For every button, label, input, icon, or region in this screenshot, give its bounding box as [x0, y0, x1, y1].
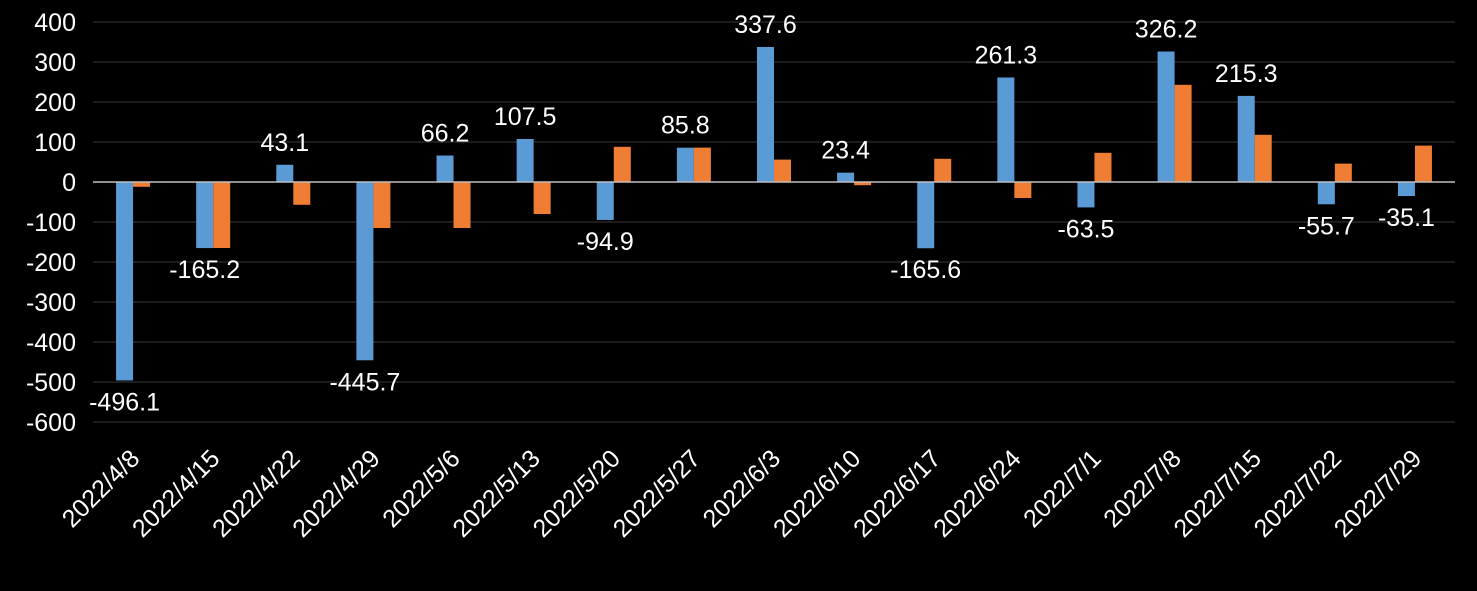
bar-series-2 — [1014, 182, 1032, 198]
y-tick-label: 100 — [34, 129, 76, 157]
data-label: -496.1 — [89, 388, 160, 416]
y-tick-label: -500 — [26, 369, 76, 397]
x-tick-label: 2022/7/15 — [1169, 444, 1267, 542]
bar-series-1 — [596, 182, 614, 220]
bar-series-2 — [133, 182, 151, 187]
bar-series-2 — [613, 146, 631, 182]
data-label: 337.6 — [734, 11, 797, 39]
bar-series-2 — [373, 182, 391, 228]
data-label: -94.9 — [577, 228, 634, 256]
bar-series-2 — [854, 182, 872, 186]
bar-series-1 — [116, 182, 134, 381]
x-tick-label: 2022/7/22 — [1249, 444, 1347, 542]
bar-series-2 — [1174, 84, 1192, 182]
bar-series-1 — [276, 164, 294, 182]
y-tick-label: 400 — [34, 9, 76, 37]
y-tick-label: -200 — [26, 249, 76, 277]
bar-series-1 — [196, 182, 214, 249]
data-label: 66.2 — [421, 120, 470, 148]
data-label: 261.3 — [975, 41, 1038, 69]
bar-series-2 — [934, 158, 952, 182]
data-label: -445.7 — [329, 368, 400, 396]
bar-series-1 — [917, 182, 935, 249]
data-label: -165.2 — [169, 256, 240, 284]
y-tick-label: 200 — [34, 89, 76, 117]
bar-series-1 — [676, 147, 694, 182]
data-label: -165.6 — [890, 256, 961, 284]
bar-series-2 — [453, 182, 471, 228]
x-tick-label: 2022/4/22 — [207, 444, 305, 542]
bar-series-2 — [533, 182, 551, 214]
bar-series-1 — [757, 46, 774, 183]
bar-series-1 — [1397, 182, 1415, 197]
bar-series-1 — [356, 182, 374, 361]
data-label: -63.5 — [1057, 215, 1114, 243]
x-tick-label: 2022/5/27 — [608, 444, 706, 542]
bars — [116, 46, 1432, 381]
y-axis: 400 300 200 100 0 -100 -200 -300 -400 -500 -600 — [26, 9, 76, 437]
data-labels: -496.1 -165.2 43.1 -445.7 66.2 107.5 -94.9 85.8… — [89, 11, 1435, 416]
y-tick-label: -600 — [26, 409, 76, 437]
x-axis: 2022/4/82022/4/152022/4/222022/4/292022/… — [57, 444, 1428, 543]
x-tick-label: 2022/5/13 — [447, 444, 545, 542]
data-label: -35.1 — [1378, 204, 1435, 232]
bar-series-1 — [1157, 51, 1175, 182]
data-label: -55.7 — [1298, 212, 1355, 240]
bar-series-1 — [837, 172, 855, 182]
bar-series-1 — [436, 155, 454, 182]
data-label: 43.1 — [260, 129, 309, 157]
bar-series-2 — [693, 147, 711, 182]
bar-series-2 — [1254, 134, 1272, 182]
bar-series-1 — [1077, 182, 1095, 208]
x-tick-label: 2022/6/24 — [928, 444, 1027, 543]
y-tick-label: 0 — [62, 169, 76, 197]
bar-series-2 — [213, 182, 231, 248]
bar-series-2 — [293, 182, 311, 205]
data-label: 107.5 — [494, 103, 557, 131]
y-tick-label: 300 — [34, 49, 76, 77]
y-tick-label: -400 — [26, 329, 76, 357]
x-tick-label: 2022/5/20 — [528, 444, 626, 542]
x-tick-label: 2022/7/1 — [1018, 444, 1107, 533]
data-label: 23.4 — [821, 137, 870, 165]
bar-series-1 — [516, 139, 534, 182]
bar-series-2 — [1414, 145, 1432, 182]
y-tick-label: -100 — [26, 209, 76, 237]
data-label: 326.2 — [1135, 16, 1198, 44]
bar-series-1 — [1317, 182, 1335, 205]
x-tick-label: 2022/4/29 — [287, 444, 385, 542]
bar-series-1 — [997, 77, 1015, 182]
data-label: 215.3 — [1215, 60, 1278, 88]
x-tick-label: 2022/4/15 — [127, 444, 225, 542]
bar-series-2 — [1334, 163, 1352, 182]
bar-series-2 — [774, 159, 791, 182]
bar-series-2 — [1094, 152, 1112, 182]
x-tick-label: 2022/6/17 — [848, 444, 946, 542]
bar-series-1 — [1237, 95, 1255, 182]
x-tick-label: 2022/6/10 — [768, 444, 866, 542]
data-label: 85.8 — [661, 112, 710, 140]
x-tick-label: 2022/7/29 — [1329, 444, 1427, 542]
y-tick-label: -300 — [26, 289, 76, 317]
